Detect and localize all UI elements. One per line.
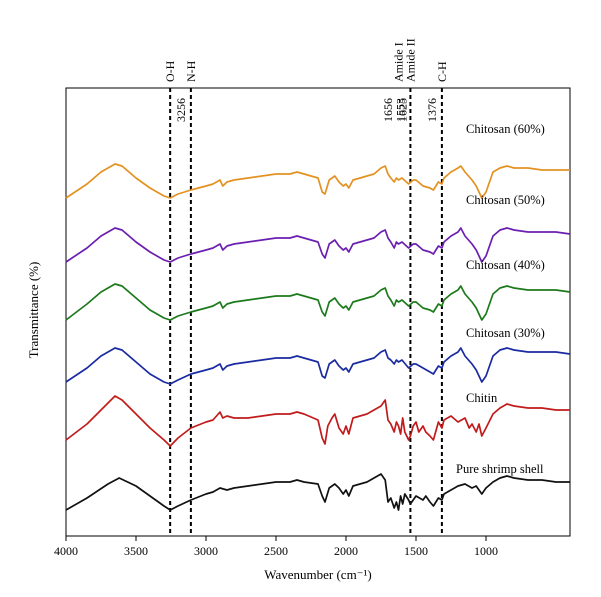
series-line-chitosan-50 [65, 227, 571, 263]
x-tick-label: 1000 [474, 544, 498, 558]
peak-value-label: 1553 [393, 98, 407, 122]
legend-label: Chitosan (60%) [466, 122, 545, 136]
group-label: Amide I [392, 42, 406, 82]
series-line-pure-shrimp-shell [65, 473, 570, 511]
legend-label: Chitosan (30%) [466, 326, 545, 340]
legend-label: Pure shrimp shell [456, 462, 544, 476]
x-tick-label: 1500 [404, 544, 428, 558]
x-tick-label: 3500 [124, 544, 148, 558]
group-label: N-H [184, 60, 198, 82]
series-line-chitosan-40 [65, 283, 571, 321]
group-label: O-H [163, 60, 177, 82]
peak-value-label: 3256 [174, 98, 188, 122]
legend-label: Chitin [466, 391, 498, 405]
peak-value-label: 1656 [381, 98, 395, 122]
plot-frame [65, 87, 571, 537]
group-label: Amide II [403, 38, 417, 82]
series-line-chitin [65, 395, 570, 447]
legend-label: Chitosan (40%) [466, 258, 545, 272]
y-axis-label: Transmittance (%) [26, 262, 41, 359]
x-tick-label: 3000 [194, 544, 218, 558]
group-label: C-H [435, 61, 449, 82]
series-line-chitosan-30 [65, 347, 571, 385]
x-axis-label: Wavenumber (cm⁻¹) [264, 567, 372, 582]
x-ticks: 4000 3500 3000 2500 2000 1500 1000 [54, 536, 498, 558]
reference-lines [169, 88, 443, 536]
x-tick-label: 4000 [54, 544, 78, 558]
series-layer [65, 163, 571, 511]
legend-label: Chitosan (50%) [466, 193, 545, 207]
x-tick-label: 2000 [334, 544, 358, 558]
series-line-chitosan-60 [65, 163, 570, 199]
peak-value-label: 1376 [425, 98, 439, 122]
x-tick-label: 2500 [264, 544, 288, 558]
annotation-labels: Pure shrimp shell Chitin Chitosan (30%) Chi… [163, 38, 545, 476]
peak-value-label: 1625 [396, 98, 410, 122]
